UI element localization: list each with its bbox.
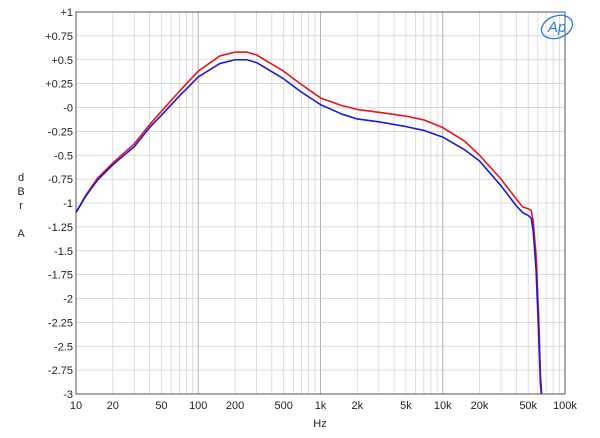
y-tick-label: -0.25 <box>48 126 73 138</box>
y-tick-label: -2.75 <box>48 365 73 377</box>
y-tick-label: -1.75 <box>48 270 73 282</box>
x-tick-label: 200 <box>226 400 244 412</box>
y-tick-label: +0.75 <box>45 31 73 43</box>
y-tick-label: -1.5 <box>54 246 73 258</box>
ap-logo: Ap <box>540 14 574 40</box>
y-tick-label: -0.5 <box>54 150 73 162</box>
y-tick-label: -2 <box>63 294 73 306</box>
y-tick-label: -0.75 <box>48 174 73 186</box>
x-tick-label: 10 <box>70 400 82 412</box>
x-tick-labels: 10 20 50 100 200 500 1k 2k 5k 10k 20k 50k 100k <box>70 400 578 412</box>
ap-logo-ring <box>540 14 574 40</box>
y-tick-label: -2.25 <box>48 317 73 329</box>
y-tick-label: -3 <box>63 389 73 401</box>
y-tick-label: +0.25 <box>45 79 73 91</box>
x-axis-label: Hz <box>313 418 326 430</box>
x-tick-label: 5k <box>400 400 412 412</box>
x-tick-label: 50 <box>155 400 167 412</box>
y-tick-label: -1.25 <box>48 222 73 234</box>
x-tick-label: 20k <box>471 400 489 412</box>
y-axis-label-char: B <box>17 186 24 198</box>
series-layer <box>75 51 543 395</box>
x-tick-label: 100k <box>553 400 577 412</box>
x-tick-label: 20 <box>107 400 119 412</box>
y-tick-label: -1 <box>63 198 73 210</box>
y-tick-label: +1 <box>60 7 73 19</box>
x-tick-label: 2k <box>351 400 363 412</box>
x-tick-label: 10k <box>434 400 452 412</box>
y-axis-label: dBr A <box>17 172 25 240</box>
x-tick-label: 1k <box>315 400 327 412</box>
y-tick-label: +0.5 <box>51 55 73 67</box>
y-axis-label-char: r <box>19 200 23 212</box>
x-tick-label: 100 <box>189 400 207 412</box>
y-axis-label-char: d <box>18 172 24 184</box>
plot-frame <box>75 11 566 395</box>
series-line-1 <box>75 51 543 395</box>
y-axis-label-char: A <box>17 228 25 240</box>
x-tick-label: 500 <box>275 400 293 412</box>
ap-logo-text: Ap <box>547 19 566 36</box>
y-tick-label: -2.5 <box>54 341 73 353</box>
y-tick-labels: +1 +0.75 +0.5 +0.25 -0 -0.25 -0.5 -0.75 -1 -1.25 -… <box>45 7 73 401</box>
x-tick-label: 50k <box>519 400 537 412</box>
y-tick-label: -0 <box>63 103 73 115</box>
series-line-2 <box>75 58 543 395</box>
